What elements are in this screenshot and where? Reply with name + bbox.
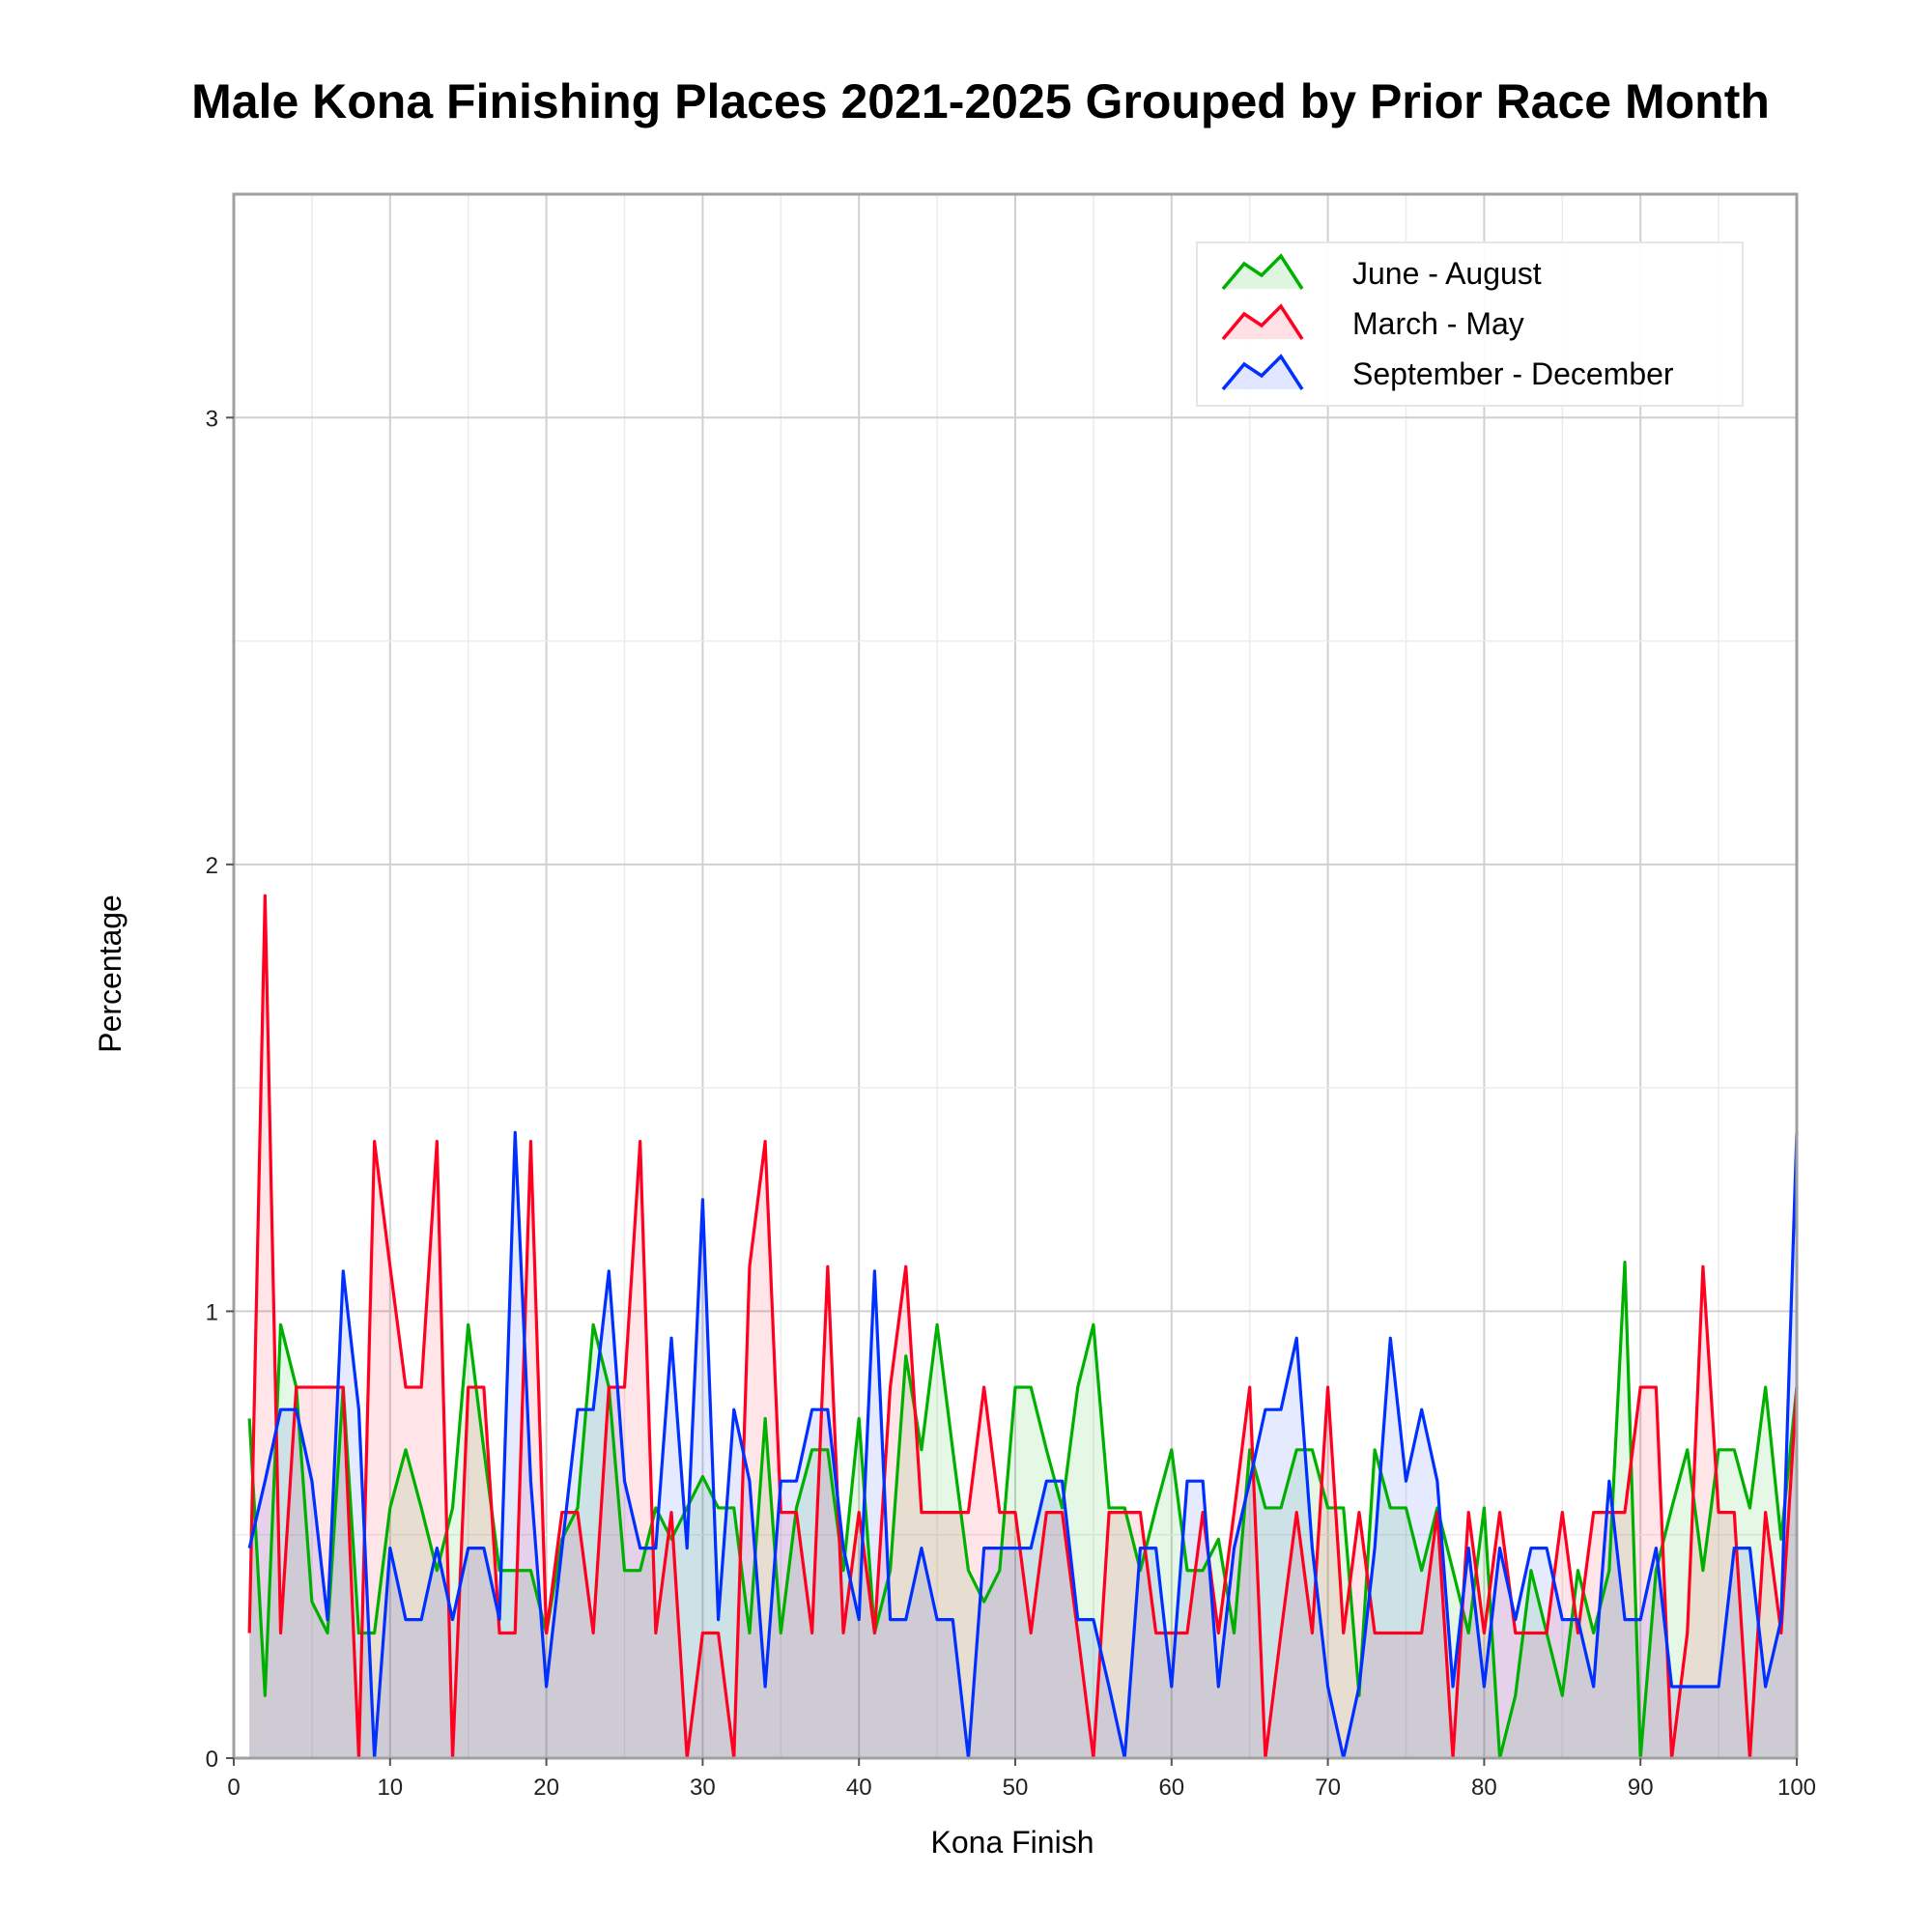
- x-tick-label: 50: [1003, 1775, 1029, 1801]
- x-tick-label: 60: [1158, 1775, 1184, 1801]
- series-area-1: [249, 895, 1798, 1758]
- legend-swatch-fill: [1223, 356, 1302, 389]
- x-tick-label: 10: [377, 1775, 403, 1801]
- legend-label: March - May: [1352, 306, 1524, 341]
- series-area-2: [249, 1132, 1798, 1758]
- series-line-1: [247, 894, 1799, 1760]
- x-tick-label: 0: [227, 1775, 240, 1801]
- series-line-0: [247, 1260, 1799, 1760]
- legend-swatch-line: [1221, 303, 1304, 341]
- legend-swatch-fill: [1223, 256, 1302, 289]
- x-axis-label: Kona Finish: [931, 1825, 1094, 1860]
- series-areas: [249, 895, 1798, 1758]
- chart-title: Male Kona Finishing Places 2021-2025 Gro…: [191, 74, 1770, 128]
- y-axis-label: Percentage: [93, 895, 128, 1053]
- legend-swatch-line: [1221, 253, 1304, 291]
- x-tick-label: 70: [1315, 1775, 1341, 1801]
- y-tick-label: 0: [206, 1747, 218, 1773]
- y-tick-label: 3: [206, 406, 218, 432]
- y-tick-label: 1: [206, 1299, 218, 1325]
- x-tick-label: 20: [533, 1775, 559, 1801]
- series-lines: [247, 894, 1799, 1760]
- x-tick-label: 90: [1628, 1775, 1654, 1801]
- legend: June - August March - May September - Dece…: [1196, 242, 1744, 407]
- legend-label: June - August: [1352, 256, 1542, 291]
- y-tick-label: 2: [206, 853, 218, 879]
- legend-label: September - December: [1352, 356, 1674, 391]
- x-tick-label: 80: [1471, 1775, 1497, 1801]
- legend-swatch-fill: [1223, 306, 1302, 339]
- legend-swatch-line: [1221, 354, 1304, 391]
- x-tick-label: 30: [690, 1775, 716, 1801]
- x-tick-label: 40: [846, 1775, 872, 1801]
- series-line-2: [247, 1130, 1799, 1760]
- axis-ticks: 0 10 20 30 40 50 60 70 80 90 100 0 1 2 3: [206, 406, 1816, 1801]
- x-tick-label: 100: [1777, 1775, 1816, 1801]
